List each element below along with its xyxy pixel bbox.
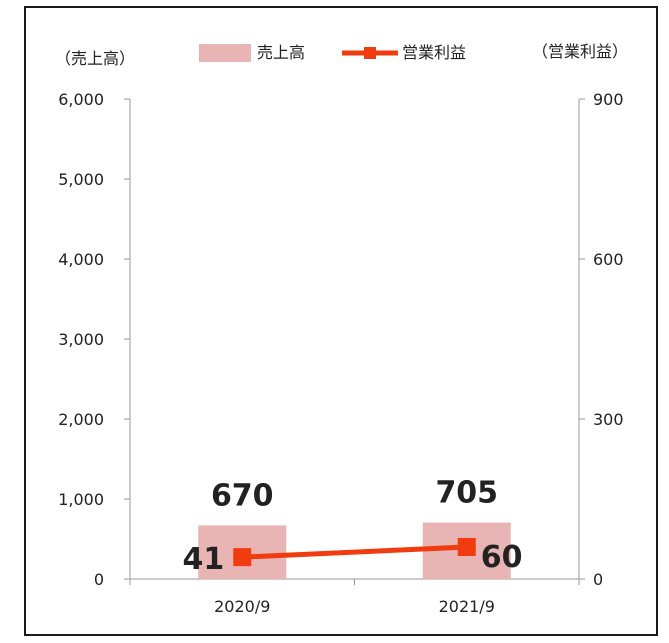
data-label-group: 670 705 41 60 — [183, 476, 523, 578]
line-path — [242, 544, 467, 560]
legend-bar-label: 売上高 — [257, 43, 305, 62]
left-tick-label: 1,000 — [58, 490, 104, 509]
line-value-label: 41 — [183, 542, 225, 577]
bar-value-label: 705 — [435, 476, 498, 511]
legend-bar-swatch — [199, 44, 251, 62]
x-tick-group: 2020/9 2021/9 — [129, 579, 580, 616]
x-tick-label: 2020/9 — [214, 597, 270, 616]
left-tick-label: 0 — [94, 570, 104, 589]
line-marker — [457, 538, 476, 556]
right-tick-label: 900 — [593, 90, 624, 109]
right-tick-label: 300 — [593, 410, 624, 429]
right-tick-label: 600 — [593, 250, 624, 269]
left-tick-group: 0 1,000 2,000 3,000 4,000 5,000 6,000 — [58, 90, 130, 589]
left-tick-label: 4,000 — [58, 250, 104, 269]
legend: 売上高 営業利益 — [199, 43, 466, 62]
right-tick-label: 0 — [593, 570, 603, 589]
line-marker — [233, 548, 252, 567]
left-tick-label: 2,000 — [58, 410, 104, 429]
left-tick-label: 6,000 — [58, 90, 104, 109]
left-axis-title: （売上高） — [55, 49, 135, 68]
right-axis-title: （営業利益） — [532, 42, 628, 61]
left-tick-label: 3,000 — [58, 330, 104, 349]
x-tick-label: 2021/9 — [439, 597, 495, 616]
left-tick-label: 5,000 — [58, 170, 104, 189]
line-value-label: 60 — [481, 540, 523, 575]
line-series — [233, 538, 476, 567]
bar-value-label: 670 — [211, 478, 274, 513]
legend-line-marker — [364, 47, 376, 59]
legend-line-label: 営業利益 — [402, 43, 466, 62]
right-tick-group: 0 300 600 900 — [579, 90, 624, 589]
